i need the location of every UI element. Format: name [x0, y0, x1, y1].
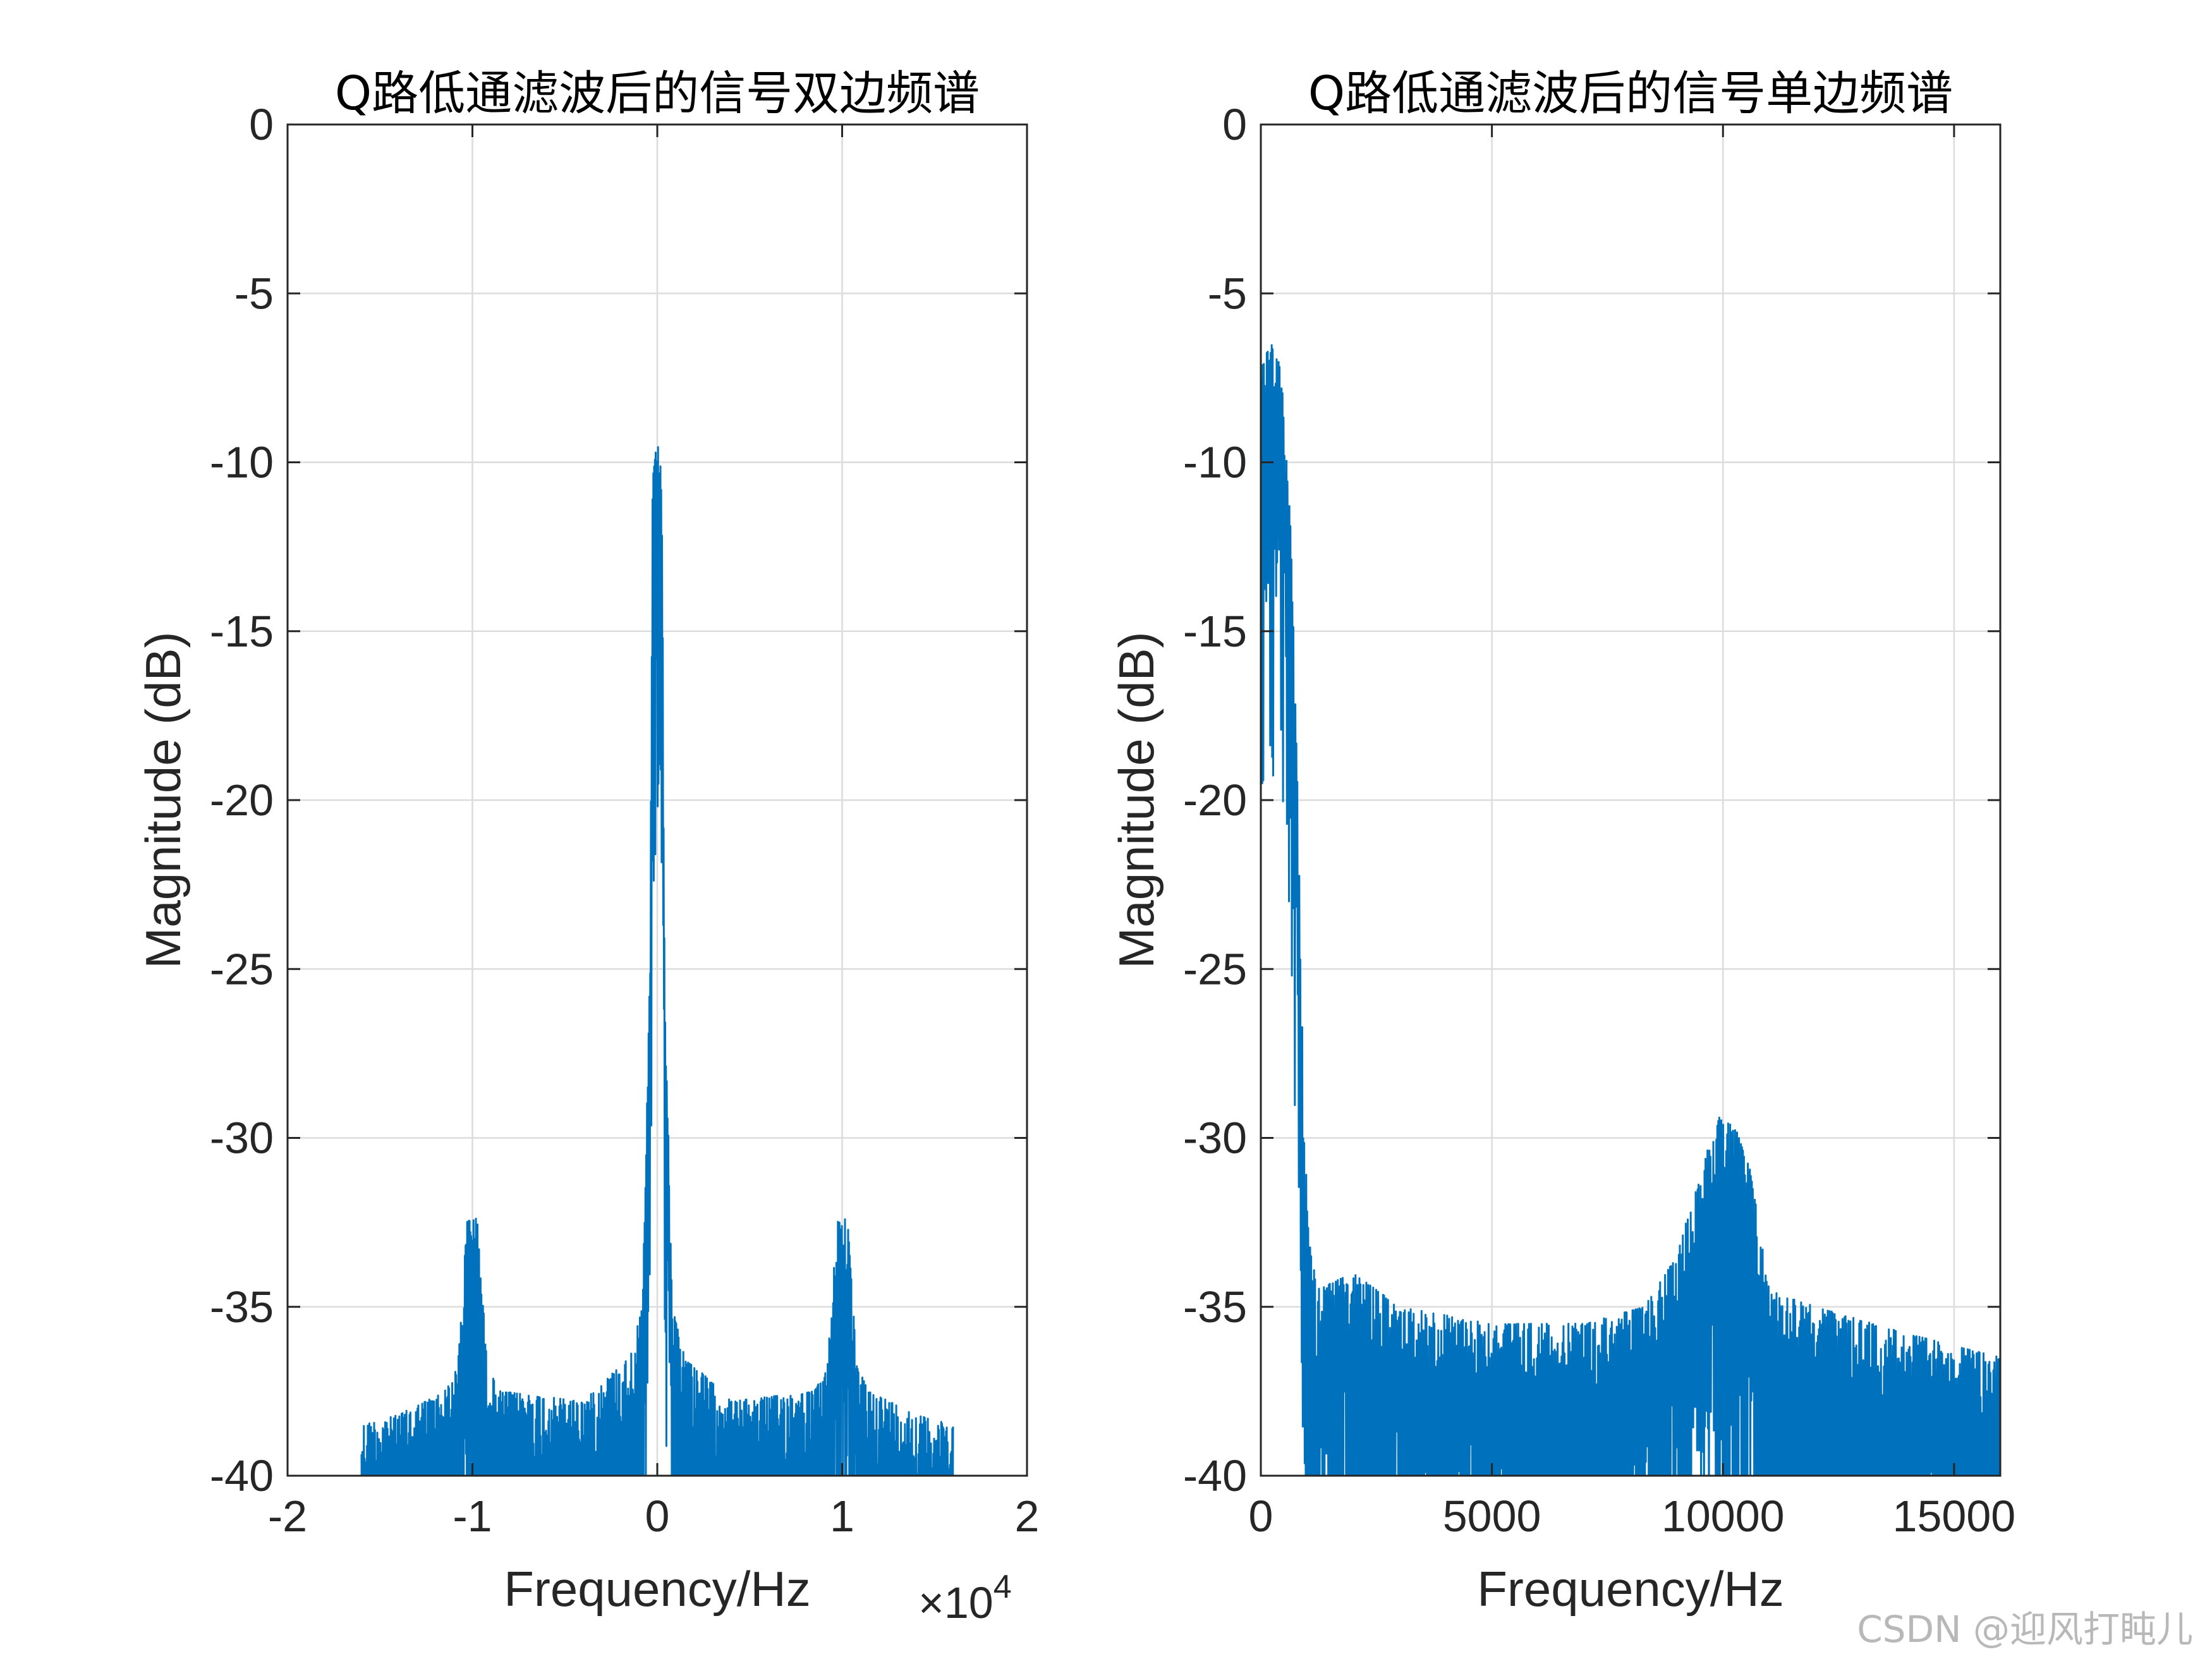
- y-tick-labels: 0 -5 -10 -15 -20 -25 -30 -35 -40: [210, 100, 274, 1500]
- y-axis-label: Magnitude (dB): [1109, 631, 1164, 968]
- chart-title: Q路低通滤波后的信号单边频谱: [1308, 66, 1953, 121]
- y-tick-labels: 0 -5 -10 -15 -20 -25 -30 -35 -40: [1183, 100, 1247, 1500]
- subplot-two-sided-spectrum: -2 -1 0 1 2 0-5-10-15-20-25-30-35-40 Q路低通滤波后…: [135, 66, 1039, 1627]
- x-tick-label: 1: [830, 1492, 854, 1541]
- spectrum-line: [360, 446, 954, 1476]
- y-tick-label: -25: [210, 944, 274, 994]
- chart-title: Q路低通滤波后的信号双边频谱: [335, 66, 980, 121]
- x-axis-multiplier: ×10: [918, 1578, 994, 1627]
- y-tick-label: 0: [249, 100, 274, 149]
- x-axis-label: Frequency/Hz: [1477, 1561, 1784, 1617]
- x-tick-label: 0: [645, 1492, 670, 1541]
- x-tick-label: 15000: [1893, 1492, 2016, 1541]
- x-axis-exponent: ×104: [918, 1569, 1012, 1627]
- x-tick-labels: 0 5000 10000 15000: [1249, 1492, 2016, 1541]
- y-tick-label: 0: [1222, 100, 1247, 149]
- tick-marks: [1260, 123, 2000, 1477]
- y-tick-label: -20: [1183, 775, 1247, 825]
- y-tick-label: -5: [1208, 269, 1247, 318]
- x-tick-label: 2: [1015, 1492, 1040, 1541]
- y-tick-label: -30: [1183, 1114, 1247, 1163]
- spectrum-line: [1261, 344, 2000, 1476]
- y-tick-label: -35: [210, 1282, 274, 1332]
- y-tick-label: -35: [1183, 1282, 1247, 1332]
- watermark: CSDN @迎风打盹儿: [1857, 1608, 2193, 1651]
- subplot-one-sided-spectrum: 0 5000 10000 15000 0 -5 -10 -15 -20 -25 -30 -35 -40…: [1109, 66, 2015, 1617]
- y-tick-label: -5: [234, 269, 274, 318]
- y-tick-label: -15: [1183, 607, 1247, 656]
- y-axis-label: Magnitude (dB): [135, 631, 191, 968]
- x-tick-label: -1: [453, 1492, 492, 1541]
- y-tick-label: -25: [1183, 944, 1247, 994]
- y-tick-label: -40: [1183, 1451, 1247, 1500]
- tick-marks: [286, 123, 1028, 1477]
- x-tick-label: -2: [268, 1492, 307, 1541]
- y-tick-label: -10: [210, 438, 274, 487]
- y-tick-label: -15: [210, 607, 274, 656]
- x-axis-label: Frequency/Hz: [504, 1561, 811, 1617]
- x-tick-label: 0: [1249, 1492, 1273, 1541]
- x-tick-label: 10000: [1662, 1492, 1785, 1541]
- y-tick-label: -10: [1183, 438, 1247, 487]
- spectrum-series: [1261, 344, 2000, 1476]
- x-axis-exponent-value: 4: [994, 1569, 1012, 1605]
- y-tick-label: -40: [210, 1451, 274, 1500]
- x-tick-label: 5000: [1443, 1492, 1541, 1541]
- y-tick-label: -20: [210, 775, 274, 825]
- spectrum-series: [360, 446, 954, 1476]
- x-tick-labels: -2 -1 0 1 2: [268, 1492, 1040, 1541]
- y-tick-label: -30: [210, 1114, 274, 1163]
